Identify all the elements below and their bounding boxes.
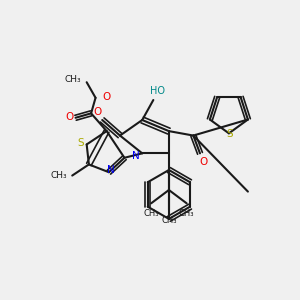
- Text: CH₃: CH₃: [161, 216, 177, 225]
- Text: HO: HO: [150, 86, 165, 96]
- Text: O: O: [102, 92, 110, 102]
- Text: CH₃: CH₃: [179, 209, 194, 218]
- Text: S: S: [78, 138, 84, 148]
- Text: S: S: [227, 129, 233, 140]
- Text: N: N: [132, 151, 140, 160]
- Text: CH₃: CH₃: [50, 171, 67, 180]
- Text: N: N: [107, 165, 115, 175]
- Text: CH₃: CH₃: [64, 76, 81, 85]
- Text: O: O: [94, 107, 102, 117]
- Text: O: O: [199, 157, 208, 167]
- Text: O: O: [66, 112, 74, 122]
- Text: CH₃: CH₃: [143, 209, 159, 218]
